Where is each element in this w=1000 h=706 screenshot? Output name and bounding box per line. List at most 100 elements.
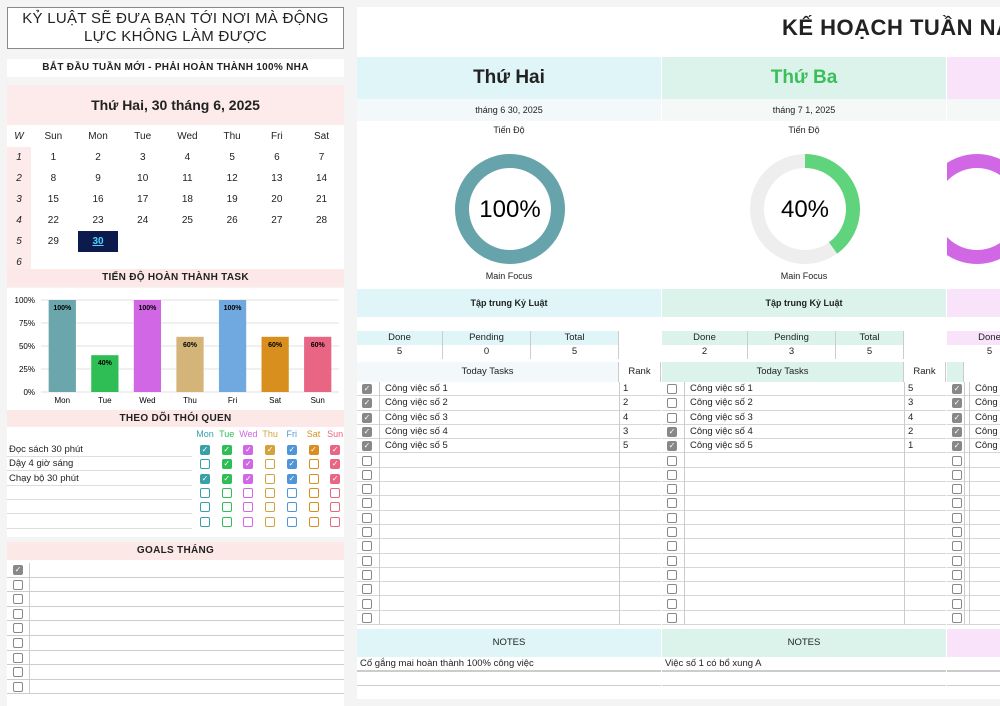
- goal-checkbox[interactable]: [13, 652, 23, 663]
- task-checkbox[interactable]: [362, 469, 372, 480]
- task-checkbox[interactable]: [667, 412, 677, 423]
- calendar-day[interactable]: 3: [139, 152, 146, 163]
- task-checkbox[interactable]: [952, 527, 962, 537]
- calendar-day[interactable]: 23: [92, 215, 104, 226]
- habit-checkbox[interactable]: [221, 502, 232, 513]
- calendar-day[interactable]: 1: [50, 152, 57, 163]
- task-checkbox[interactable]: ✓: [952, 426, 962, 437]
- task-checkbox[interactable]: [952, 484, 962, 495]
- task-checkbox[interactable]: ✓: [362, 441, 372, 452]
- calendar-day[interactable]: 14: [315, 173, 328, 184]
- task-checkbox[interactable]: [667, 569, 677, 580]
- calendar-day[interactable]: 24: [137, 215, 149, 226]
- calendar-day[interactable]: 29: [47, 236, 59, 247]
- task-checkbox[interactable]: [362, 598, 372, 609]
- task-checkbox[interactable]: [952, 598, 962, 609]
- goal-checkbox[interactable]: [13, 681, 23, 692]
- habit-checkbox[interactable]: ✓: [200, 473, 210, 484]
- habit-checkbox[interactable]: ✓: [265, 445, 276, 455]
- calendar-day[interactable]: 28: [315, 215, 328, 226]
- habit-checkbox[interactable]: [200, 516, 210, 527]
- task-checkbox[interactable]: [952, 569, 962, 580]
- task-checkbox[interactable]: [362, 455, 372, 466]
- habit-checkbox[interactable]: [200, 459, 210, 470]
- task-checkbox[interactable]: [362, 484, 372, 495]
- calendar-day[interactable]: 11: [182, 173, 193, 184]
- note-text[interactable]: Việc số 1 có bổ xung A: [662, 657, 946, 671]
- calendar-day[interactable]: 12: [226, 173, 238, 184]
- goal-checkbox[interactable]: [13, 667, 23, 678]
- habit-checkbox[interactable]: [200, 487, 210, 498]
- habit-checkbox[interactable]: [308, 487, 319, 498]
- task-checkbox[interactable]: ✓: [952, 441, 962, 452]
- calendar-day[interactable]: 18: [181, 194, 193, 205]
- calendar-day[interactable]: 25: [181, 215, 193, 226]
- task-checkbox[interactable]: [667, 512, 677, 523]
- calendar-day[interactable]: 6: [274, 152, 280, 163]
- task-checkbox[interactable]: [667, 527, 677, 537]
- task-checkbox[interactable]: [667, 384, 677, 394]
- note-text[interactable]: Cố gắng mai hoàn thành 100% công việc: [357, 657, 661, 671]
- calendar-day[interactable]: 22: [47, 215, 59, 226]
- task-checkbox[interactable]: [667, 612, 677, 623]
- habit-checkbox[interactable]: [265, 487, 276, 498]
- habit-checkbox[interactable]: [286, 487, 297, 498]
- habit-checkbox[interactable]: ✓: [330, 459, 341, 470]
- habit-checkbox[interactable]: [243, 502, 254, 513]
- calendar-day[interactable]: 27: [271, 215, 283, 226]
- task-checkbox[interactable]: ✓: [362, 412, 372, 423]
- habit-checkbox[interactable]: ✓: [221, 459, 232, 470]
- habit-checkbox[interactable]: [200, 502, 210, 513]
- task-checkbox[interactable]: [667, 469, 677, 480]
- habit-checkbox[interactable]: [286, 516, 297, 527]
- habit-checkbox[interactable]: ✓: [243, 459, 254, 470]
- task-checkbox[interactable]: [667, 598, 677, 609]
- task-checkbox[interactable]: [952, 584, 962, 595]
- habit-checkbox[interactable]: ✓: [221, 445, 232, 455]
- task-checkbox[interactable]: ✓: [362, 426, 372, 437]
- task-checkbox[interactable]: [952, 612, 962, 623]
- goal-checkbox[interactable]: [13, 638, 23, 648]
- habit-checkbox[interactable]: [308, 459, 319, 470]
- task-checkbox[interactable]: ✓: [952, 398, 962, 409]
- task-checkbox[interactable]: [362, 541, 372, 552]
- task-checkbox[interactable]: [667, 484, 677, 495]
- calendar-day[interactable]: 15: [47, 194, 59, 205]
- calendar-day[interactable]: 19: [226, 194, 238, 205]
- task-checkbox[interactable]: [667, 555, 677, 566]
- task-checkbox[interactable]: ✓: [667, 441, 677, 452]
- task-checkbox[interactable]: [667, 455, 677, 466]
- habit-checkbox[interactable]: ✓: [221, 473, 232, 484]
- task-checkbox[interactable]: [667, 584, 677, 595]
- calendar-day[interactable]: 10: [137, 173, 149, 184]
- habit-checkbox[interactable]: ✓: [286, 445, 297, 455]
- task-checkbox[interactable]: [362, 512, 372, 523]
- habit-checkbox[interactable]: [330, 487, 341, 498]
- habit-checkbox[interactable]: [221, 516, 232, 527]
- habit-checkbox[interactable]: [243, 516, 254, 527]
- task-checkbox[interactable]: [362, 498, 372, 509]
- task-checkbox[interactable]: [952, 541, 962, 552]
- task-checkbox[interactable]: [362, 569, 372, 580]
- task-checkbox[interactable]: [667, 498, 677, 509]
- task-checkbox[interactable]: [667, 541, 677, 552]
- habit-checkbox[interactable]: [243, 487, 254, 498]
- calendar-day[interactable]: 8: [50, 173, 57, 184]
- calendar-day[interactable]: 9: [95, 173, 101, 184]
- calendar-day[interactable]: 4: [184, 152, 191, 163]
- task-checkbox[interactable]: ✓: [667, 426, 677, 437]
- habit-checkbox[interactable]: [265, 516, 276, 527]
- task-checkbox[interactable]: [362, 584, 372, 595]
- habit-checkbox[interactable]: [221, 487, 232, 498]
- habit-checkbox[interactable]: [330, 516, 341, 527]
- goal-checkbox[interactable]: ✓: [13, 565, 23, 575]
- task-checkbox[interactable]: [362, 612, 372, 623]
- task-checkbox[interactable]: ✓: [362, 384, 372, 394]
- habit-checkbox[interactable]: ✓: [286, 473, 297, 484]
- habit-checkbox[interactable]: [308, 473, 319, 484]
- task-checkbox[interactable]: [952, 469, 962, 480]
- task-checkbox[interactable]: ✓: [952, 384, 962, 394]
- calendar-day[interactable]: 13: [271, 173, 283, 184]
- habit-checkbox[interactable]: [330, 502, 341, 513]
- habit-checkbox[interactable]: [265, 502, 276, 513]
